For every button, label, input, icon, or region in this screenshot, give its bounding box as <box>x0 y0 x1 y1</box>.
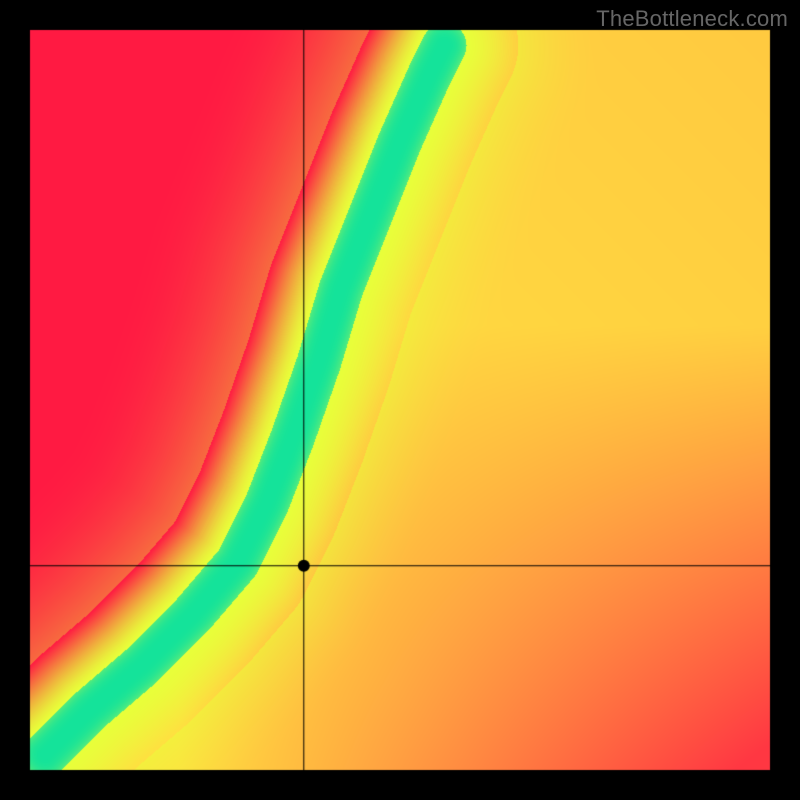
heatmap-canvas <box>0 0 800 800</box>
attribution-text: TheBottleneck.com <box>596 6 788 32</box>
chart-container: TheBottleneck.com <box>0 0 800 800</box>
